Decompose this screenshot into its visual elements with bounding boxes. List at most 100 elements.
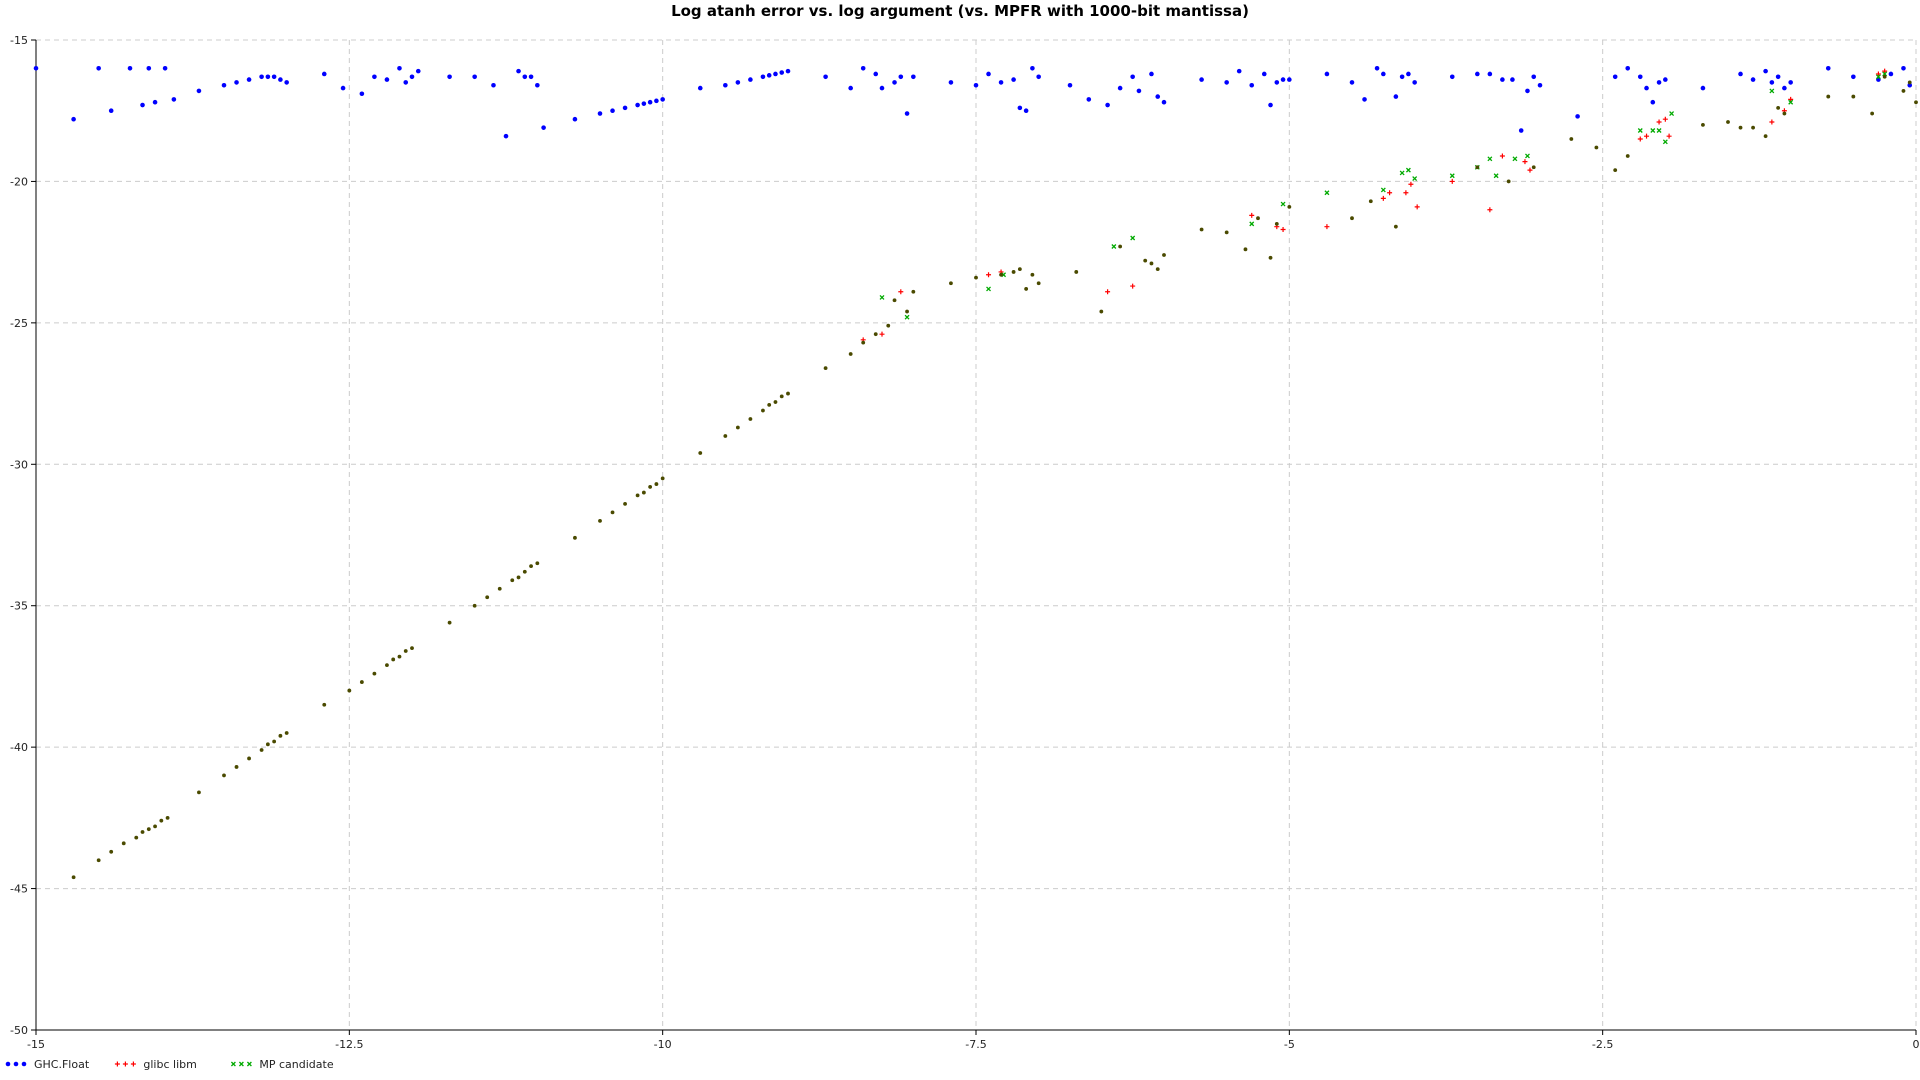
data-point [1493,173,1499,179]
data-point [1023,108,1029,114]
data-point [823,366,828,371]
data-point [415,68,421,74]
data-point [761,408,765,413]
data-point [259,748,264,752]
data-point [397,654,402,659]
data-point [516,68,521,74]
data-point [485,595,490,600]
data-point [786,391,790,396]
y-tick-label: -50 [10,1024,28,1037]
data-point [892,80,897,85]
data-point [1637,136,1643,142]
data-point [221,82,227,88]
data-point [698,451,703,455]
data-point [1525,88,1530,94]
data-point [1287,77,1292,82]
data-point [1637,74,1643,80]
data-point [911,74,916,80]
data-point [1527,167,1533,173]
data-point [1769,119,1775,125]
data-point [723,434,728,438]
data-point [1763,68,1768,74]
data-point [265,742,270,747]
data-point [1612,74,1618,80]
data-point [1738,125,1743,130]
data-point [1875,74,1881,80]
data-point [1412,176,1418,182]
x-tick-label: -5 [1284,1038,1295,1051]
data-point [1249,212,1255,218]
legend-entry-label: glibc libm [143,1058,196,1071]
data-point [1155,94,1161,99]
data-point [109,849,114,854]
data-point [472,603,477,608]
x-tick-label: -2.5 [1592,1038,1613,1051]
data-point [1405,167,1411,173]
data-point [1901,89,1906,93]
data-point [1518,128,1524,133]
data-point [196,88,202,94]
y-tick-label: -35 [10,600,28,613]
data-point [623,501,627,506]
data-point [1738,71,1743,77]
series-2 [879,71,1888,320]
data-point [697,85,703,91]
data-point [635,493,640,498]
data-point [748,417,753,421]
data-point [597,111,603,116]
data-point [1512,156,1518,162]
data-point [340,85,346,91]
data-point [1011,270,1016,274]
data-point [892,298,897,303]
data-point [108,108,114,114]
data-point [1224,230,1229,235]
data-point [1625,65,1631,71]
data-point [767,402,772,407]
data-point [71,116,76,122]
data-point [898,289,904,295]
data-point [1324,224,1330,230]
data-point [1130,74,1135,80]
data-point [1287,204,1292,209]
data-point [1825,65,1831,71]
data-point [635,102,640,108]
data-point [1256,216,1260,221]
data-point [641,101,647,106]
data-point [949,281,953,286]
data-point [1901,65,1906,71]
data-point [1510,77,1515,82]
data-point [1875,71,1881,77]
data-point [1243,247,1248,252]
axes [31,39,1917,1035]
data-point [234,765,239,769]
data-point [974,275,978,280]
data-point [1782,111,1787,116]
data-point [234,80,239,85]
data-point [1506,179,1511,184]
data-point [873,332,878,337]
data-point [522,74,528,80]
data-point [904,314,910,320]
data-point [1525,153,1530,159]
data-point [1249,82,1255,88]
legend: GHC.Float glibc libm MP candidate [5,1058,334,1071]
y-tick-label: -30 [10,458,28,471]
legend-entry-label: MP candidate [259,1058,333,1071]
data-point [197,790,201,795]
data-point [1024,287,1029,291]
data-point [271,74,277,80]
data-point [1882,71,1888,77]
data-point [1449,178,1455,184]
data-point [573,535,577,540]
data-point [71,875,76,880]
data-point [1130,283,1136,289]
data-point [1882,68,1888,74]
data-point [1644,133,1650,139]
data-point [1644,85,1649,91]
data-point [1030,65,1035,71]
data-point [861,340,866,345]
data-point [1280,227,1286,233]
data-point [1261,71,1267,77]
data-point [1017,267,1022,272]
data-point [986,286,991,292]
